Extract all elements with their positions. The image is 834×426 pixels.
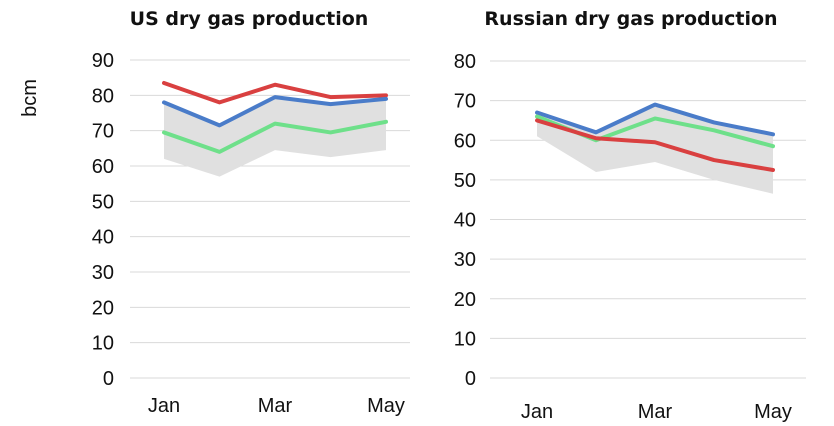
y-tick-label: 80 xyxy=(454,51,476,73)
chart-panel-2: Russian dry gas production 0 10 20 30 40 50 60 7… xyxy=(454,8,806,423)
x-tick-label: May xyxy=(754,401,792,423)
y-tick-label: 60 xyxy=(454,130,476,152)
y-tick-label: 60 xyxy=(92,156,114,178)
y-tick-label: 0 xyxy=(465,368,476,390)
y-tick-label: 10 xyxy=(92,333,114,355)
y-tick-label: 0 xyxy=(103,368,114,390)
range-band xyxy=(537,104,773,194)
y-tick-label: 70 xyxy=(92,121,114,143)
x-tick-label: Jan xyxy=(148,395,180,417)
series-line-3 xyxy=(535,118,775,172)
chart-title: US dry gas production xyxy=(130,8,369,30)
series-line-1 xyxy=(162,80,388,105)
x-tick-label: Jan xyxy=(521,401,553,423)
x-tick-label: Mar xyxy=(258,395,293,417)
series-line-1 xyxy=(535,102,775,137)
y-tick-label: 70 xyxy=(454,91,476,113)
y-tick-label: 80 xyxy=(92,85,114,107)
y-tick-label: 30 xyxy=(454,249,476,271)
y-tick-label: 20 xyxy=(454,289,476,311)
y-tick-label: 40 xyxy=(92,227,114,249)
series-line-3 xyxy=(162,119,388,154)
chart-panel-1: US dry gas production bcm 0 10 20 30 40 50 60 70 8… xyxy=(19,8,410,417)
y-tick-label: 50 xyxy=(454,170,476,192)
y-tick-label: 90 xyxy=(92,50,114,72)
series-line-2 xyxy=(162,95,388,128)
y-tick-label: 50 xyxy=(92,191,114,213)
y-tick-label: 30 xyxy=(92,262,114,284)
x-tick-label: Mar xyxy=(638,401,673,423)
y-tick-label: 40 xyxy=(454,210,476,232)
range-band xyxy=(164,97,386,177)
y-tick-label: 10 xyxy=(454,328,476,350)
x-tick-label: May xyxy=(367,395,405,417)
y-axis-label: bcm xyxy=(19,79,41,117)
y-tick-label: 20 xyxy=(92,297,114,319)
chart-title: Russian dry gas production xyxy=(484,8,777,30)
